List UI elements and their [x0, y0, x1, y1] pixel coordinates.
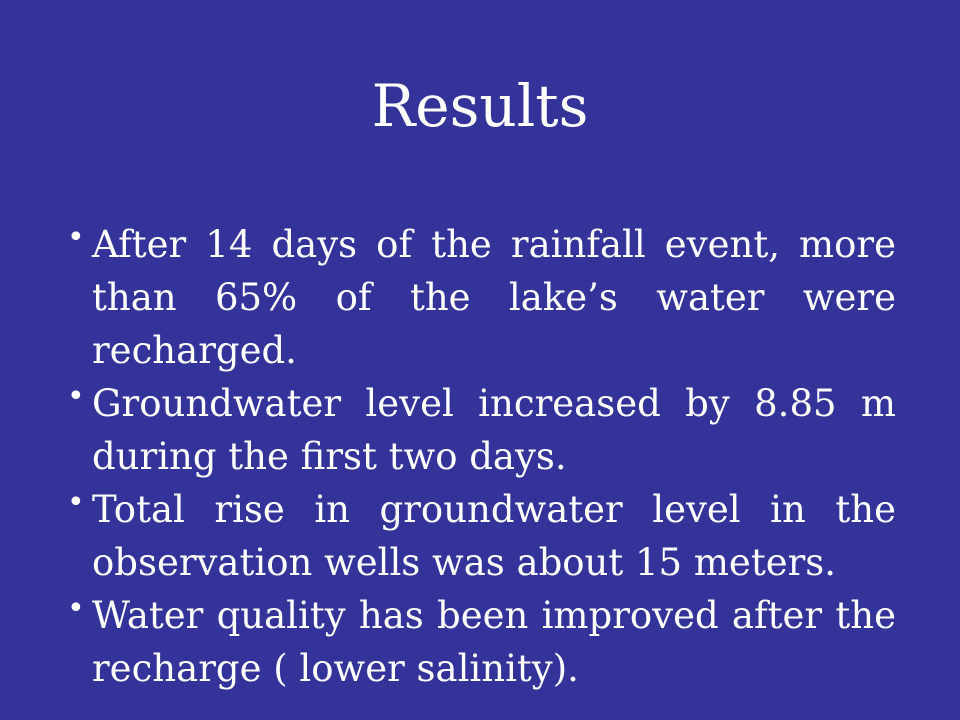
bullet-dot-icon: •	[67, 379, 85, 414]
bullet-list: • After 14 days of the rainfall event, m…	[60, 218, 896, 695]
bullet-item: • Water quality has been improved after …	[60, 589, 896, 695]
bullet-dot-icon: •	[67, 220, 85, 255]
bullet-dot-icon: •	[67, 485, 85, 520]
bullet-text: Total rise in groundwater level in the o…	[92, 488, 896, 584]
bullet-item: • Total rise in groundwater level in the…	[60, 483, 896, 589]
bullet-dot-icon: •	[67, 591, 85, 626]
bullet-text: After 14 days of the rainfall event, mor…	[92, 223, 896, 372]
bullet-text: Water quality has been improved after th…	[92, 594, 896, 690]
bullet-item: • Groundwater level increased by 8.85 m …	[60, 377, 896, 483]
slide-title: Results	[371, 72, 589, 140]
bullet-item: • After 14 days of the rainfall event, m…	[60, 218, 896, 377]
bullet-text: Groundwater level increased by 8.85 m du…	[92, 382, 896, 478]
